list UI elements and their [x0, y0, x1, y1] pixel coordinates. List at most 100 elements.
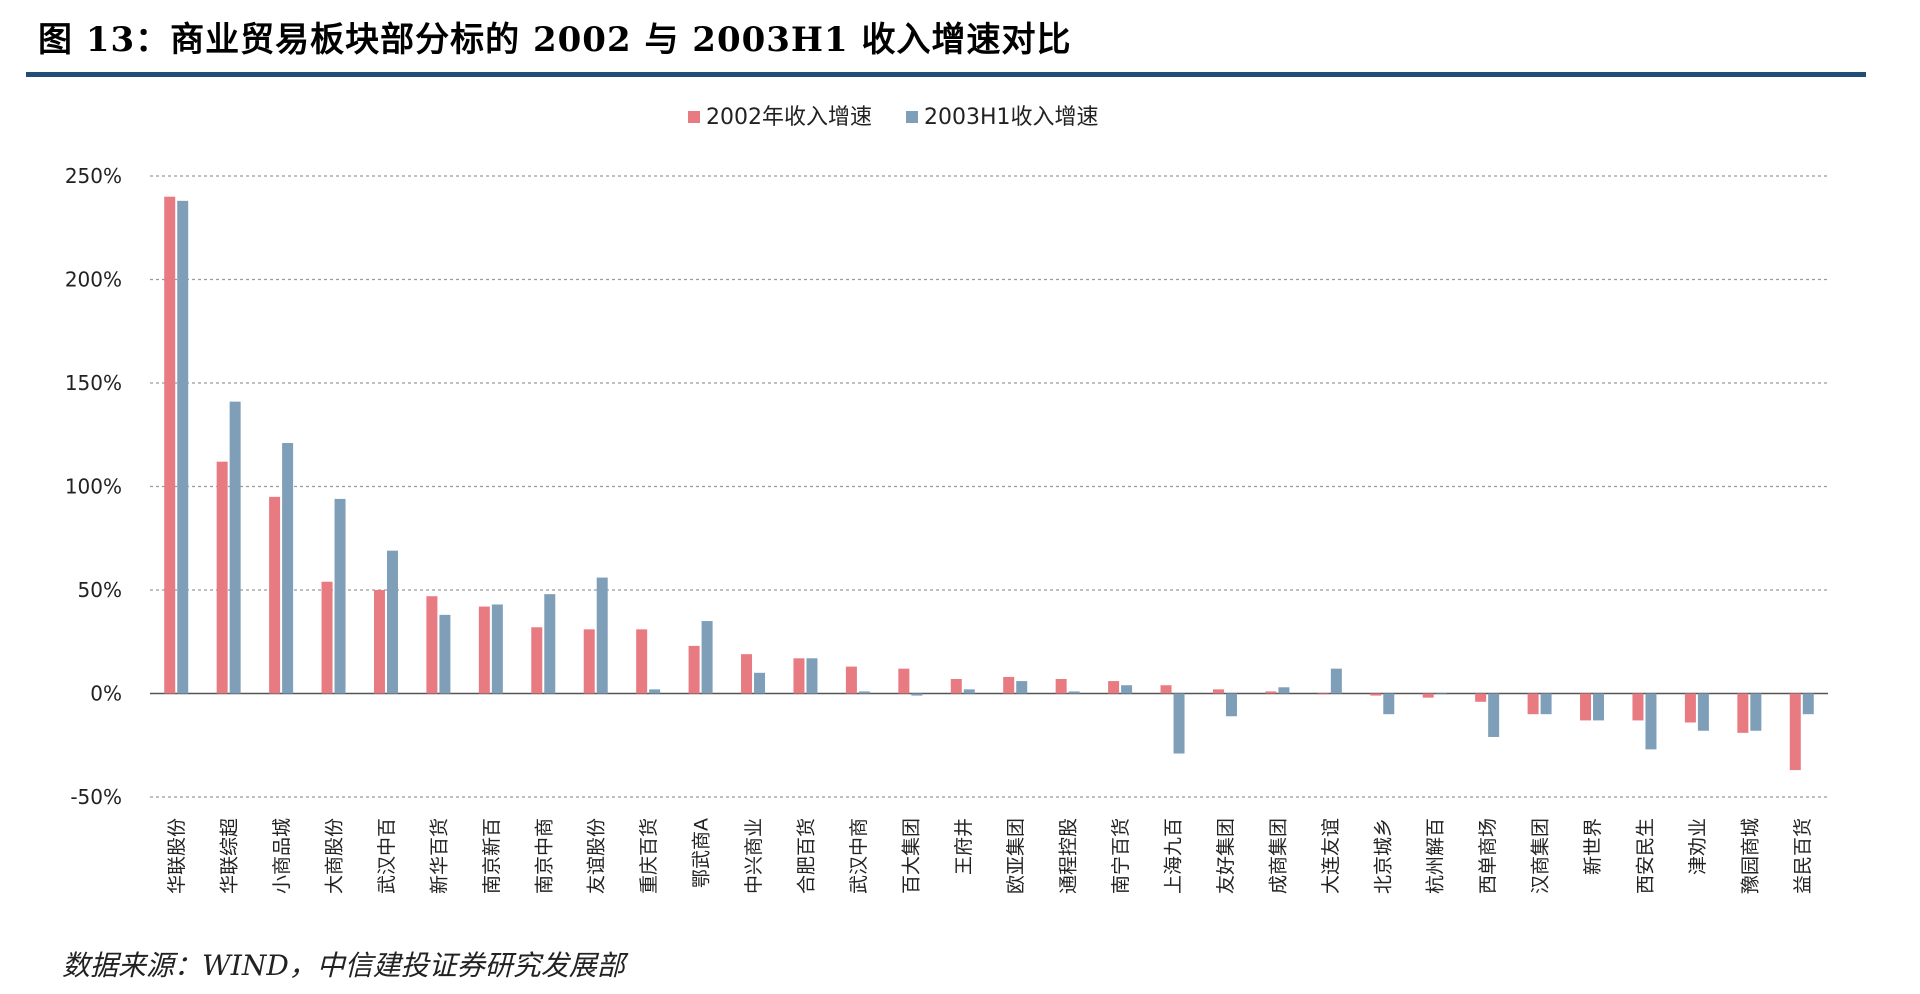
bar-2002: [1527, 693, 1539, 715]
bar-2003h1: [177, 200, 189, 694]
bar-2003h1: [754, 672, 766, 694]
x-category-label: 豫园商城: [1739, 818, 1761, 894]
y-tick-label: 100%: [65, 475, 122, 499]
bar-2002: [741, 654, 753, 694]
bar-2003h1: [544, 594, 556, 694]
x-category-label: 上海九百: [1163, 818, 1185, 894]
bar-2002: [950, 679, 962, 694]
bar-2002: [216, 461, 228, 694]
bar-2003h1: [963, 689, 975, 694]
x-category-label: 中兴商业: [743, 818, 765, 894]
bar-2002: [1475, 693, 1487, 702]
bar-2003h1: [701, 621, 713, 694]
bar-2002: [1684, 693, 1696, 723]
bar-2003h1: [1435, 693, 1447, 695]
legend-swatch: [906, 111, 918, 123]
bar-2002: [1422, 693, 1434, 698]
x-category-label: 王府井: [953, 818, 975, 875]
y-tick-label: -50%: [70, 785, 122, 809]
bar-2002: [1789, 693, 1801, 771]
x-category-label: 汉商集团: [1530, 818, 1552, 894]
bar-2003h1: [439, 614, 451, 694]
bar-2003h1: [1121, 685, 1133, 694]
bar-2003h1: [1593, 693, 1605, 721]
x-category-label: 南京新百: [481, 818, 503, 894]
bar-2003h1: [1016, 681, 1028, 694]
bar-2003h1: [806, 658, 818, 694]
x-category-label: 华联综超: [219, 818, 241, 894]
bar-2002: [1737, 693, 1749, 733]
bar-2002: [898, 668, 910, 694]
bar-2003h1: [334, 498, 346, 694]
x-category-label: 北京城乡: [1372, 818, 1394, 894]
bar-2003h1: [229, 401, 241, 694]
x-category-label: 通程控股: [1058, 818, 1080, 894]
x-category-label: 新世界: [1582, 818, 1604, 875]
x-category-label: 西单商场: [1477, 818, 1499, 894]
grid-lines: [150, 175, 1828, 798]
bar-2003h1: [1068, 691, 1080, 694]
y-tick-label: 250%: [65, 164, 122, 188]
bar-2002: [321, 581, 333, 694]
x-category-label: 南宁百货: [1110, 818, 1132, 894]
bar-2003h1: [858, 691, 870, 694]
bar-2002: [1212, 689, 1224, 694]
bar-2003h1: [1697, 693, 1709, 731]
bar-2002: [1055, 679, 1067, 694]
bar-2002: [583, 629, 595, 694]
x-category-label: 南京中商: [533, 818, 555, 894]
x-category-label: 百大集团: [900, 818, 922, 894]
x-category-label: 武汉中百: [376, 818, 398, 894]
legend-label: 2002年收入增速: [706, 105, 872, 130]
bar-2003h1: [596, 577, 608, 694]
x-category-label: 西安民生: [1634, 818, 1656, 894]
legend-label: 2003H1收入增速: [924, 105, 1099, 130]
bar-2003h1: [491, 604, 503, 694]
bar-2003h1: [1225, 693, 1237, 717]
bar-2003h1: [1488, 693, 1500, 737]
bar-2002: [373, 590, 385, 694]
source-note: 数据来源：WIND，中信建投证券研究发展部: [62, 949, 625, 982]
bar-2003h1: [911, 693, 923, 696]
x-category-label: 津劝业: [1687, 818, 1709, 875]
title-divider: [26, 72, 1866, 77]
bar-2002: [636, 629, 648, 694]
x-category-label: 友好集团: [1215, 818, 1237, 894]
x-category-label: 杭州解百: [1425, 818, 1447, 894]
y-tick-label: 50%: [78, 578, 122, 602]
x-category-label: 欧亚集团: [1005, 818, 1027, 894]
bar-2003h1: [1278, 687, 1290, 694]
bar-2003h1: [1750, 693, 1762, 731]
y-tick-label: 200%: [65, 268, 122, 292]
bar-2002: [426, 596, 438, 694]
y-tick-label: 150%: [65, 371, 122, 395]
bar-2003h1: [282, 443, 294, 694]
x-category-label: 友谊股份: [586, 818, 608, 894]
x-category-label: 武汉中商: [848, 818, 870, 894]
bar-2003h1: [1540, 693, 1552, 715]
bar-2002: [688, 645, 700, 694]
bar-2003h1: [1383, 693, 1395, 715]
x-category-label: 大商股份: [324, 818, 346, 894]
bar-2002: [531, 627, 543, 694]
bar-2002: [1632, 693, 1644, 721]
bar-2002: [1580, 693, 1592, 721]
bar-2002: [1003, 676, 1015, 694]
x-category-label: 益民百货: [1792, 818, 1814, 894]
bar-2003h1: [1802, 693, 1814, 715]
x-category-label: 大连友谊: [1320, 818, 1342, 894]
x-category-label: 华联股份: [166, 818, 188, 894]
bar-2002: [845, 666, 857, 694]
x-category-label: 新华百货: [428, 818, 450, 894]
bar-2003h1: [1330, 668, 1342, 694]
bar-2002: [164, 196, 176, 694]
bar-2002: [1317, 693, 1329, 695]
bars: [164, 196, 1814, 771]
bar-2003h1: [386, 550, 398, 694]
bar-2003h1: [649, 689, 661, 694]
chart-title: 图 13：商业贸易板块部分标的 2002 与 2003H1 收入增速对比: [38, 20, 1072, 60]
x-category-label: 重庆百货: [638, 818, 660, 894]
bar-2002: [1160, 685, 1172, 694]
x-category-label: 合肥百货: [795, 818, 817, 894]
